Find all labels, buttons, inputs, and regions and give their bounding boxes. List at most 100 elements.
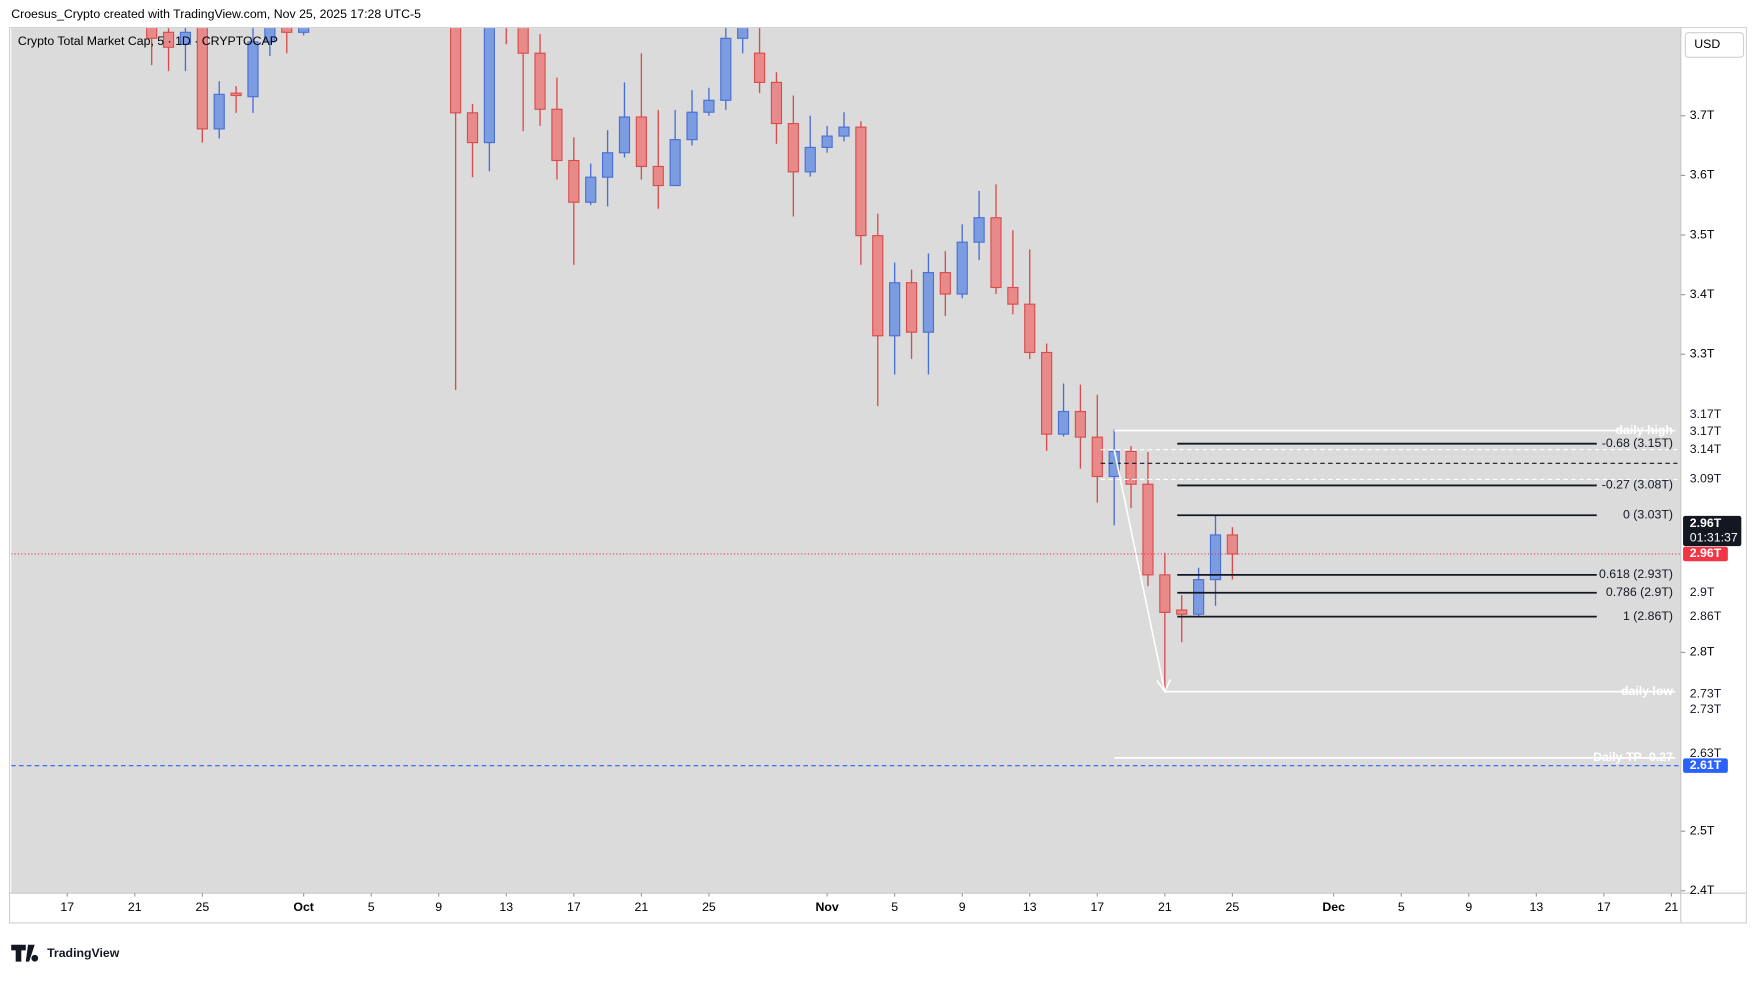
candle-body [585,176,597,203]
candle-body [956,241,968,295]
candle-body [973,217,985,243]
candle-body [483,28,495,144]
x-tick-label: 17 [1597,900,1611,914]
price-badge [1683,585,1728,601]
price-badge-label: 3.17T [1690,407,1722,421]
candle-body [517,28,529,54]
x-tick-label: 13 [499,900,513,914]
candle-body [1226,534,1238,555]
overlay-layer: 17 21 25 Oct 5 9 13 17 21 25 Nov 5 9 13 17 21 25 Dec 5 9 13 1… [60,108,1742,914]
candle-body [196,28,208,130]
x-tick-label: 25 [702,900,716,914]
candle-body [1159,574,1171,613]
logo-text: TradingView [47,946,120,960]
candle-body [162,31,175,48]
x-tick-label: Dec [1322,900,1345,914]
candle-body [669,139,681,187]
fib-label: 0 (3.03T) [1623,507,1673,521]
candle-body [281,28,293,33]
price-badge [1683,442,1728,457]
candle-body [703,99,715,113]
candle-body [1142,483,1154,576]
candle-body [770,81,783,125]
candle-body [922,272,935,333]
annotation-label: daily high [1615,423,1672,437]
price-badge [1683,686,1728,702]
candle-body [1074,410,1087,438]
plot-layer [11,8,1681,767]
price-badge [1683,424,1728,440]
x-tick-label: 17 [60,900,74,914]
x-tick-label: 5 [1398,900,1405,914]
candle-body [855,126,867,237]
fib-label: -0.68 (3.15T) [1602,436,1673,450]
countdown-price: 2.96T [1690,516,1722,530]
x-tick-label: 21 [128,900,142,914]
x-tick-label: 21 [635,900,649,914]
y-tick-label: 2.8T [1690,645,1715,659]
x-tick-label: 9 [435,900,442,914]
price-badge [1683,609,1728,624]
x-tick-label: 13 [1023,900,1037,914]
x-tick-label: 13 [1529,900,1543,914]
fib-label: 1 (2.86T) [1623,609,1673,623]
candle-body [1057,410,1070,435]
countdown-timer: 01:31:37 [1690,531,1738,545]
candle-body [1024,303,1036,354]
x-tick-label: Nov [815,900,838,914]
candle-body [1193,579,1205,615]
price-badge-label: 3.17T [1690,424,1722,438]
candle-body [618,116,631,154]
last-price-badge [1683,546,1728,562]
candle-body [501,8,511,20]
x-tick-label: 5 [368,900,375,914]
fib-label: 0.786 (2.9T) [1606,585,1673,599]
candle-body [838,126,850,137]
price-badge-label: 2.63T [1690,746,1722,760]
alert-badge-label: 2.61T [1690,758,1722,772]
candle-body [753,52,766,83]
x-tick-label: 5 [891,900,898,914]
candle-body [247,41,259,98]
x-tick-label: 25 [195,900,209,914]
y-tick-label: 3.5T [1690,227,1715,241]
candle-body [568,159,580,203]
candle-body [905,282,918,333]
y-tick-label: 3.4T [1690,287,1715,301]
candle-body [146,28,158,39]
annotation-label: Daily TP -0.27 [1593,750,1673,764]
candle-body [1209,534,1222,581]
countdown-badge [1683,515,1742,547]
alert-badge [1683,758,1728,773]
currency-button[interactable] [1684,32,1745,58]
candle-body [466,112,479,144]
candle-body [450,28,462,114]
candle-body [872,235,884,337]
chart-title: Crypto Total Market Cap, 5 · 1D · CRYPTO… [18,34,278,48]
x-tick-label: 21 [1158,900,1172,914]
price-badge-label: 3.14T [1690,442,1722,456]
swing-arrow [1113,449,1172,694]
credit: Croesus_Crypto created with TradingView.… [11,7,421,21]
y-tick-label: 3.6T [1690,168,1715,182]
price-badge-label: 2.73T [1690,686,1722,700]
price-badge-label: 2.9T [1690,585,1715,599]
candle-body [804,146,816,173]
price-badge-label: 2.86T [1690,609,1722,623]
last-price-badge-label: 2.96T [1690,546,1722,560]
price-badge [1683,472,1728,487]
currency[interactable]: USD [1694,37,1720,51]
fib-label: 0.618 (2.93T) [1599,567,1673,581]
candle-body [551,108,563,162]
annotation-label: daily low [1621,684,1673,698]
candle-body [939,272,951,295]
plot-area [11,28,1681,894]
candle-body [737,28,749,39]
candle-body [652,165,664,187]
price-badge [1683,702,1728,718]
y-tick-label: 2.5T [1690,823,1715,837]
candle-body [990,217,1002,289]
x-tick-label: 9 [959,900,966,914]
